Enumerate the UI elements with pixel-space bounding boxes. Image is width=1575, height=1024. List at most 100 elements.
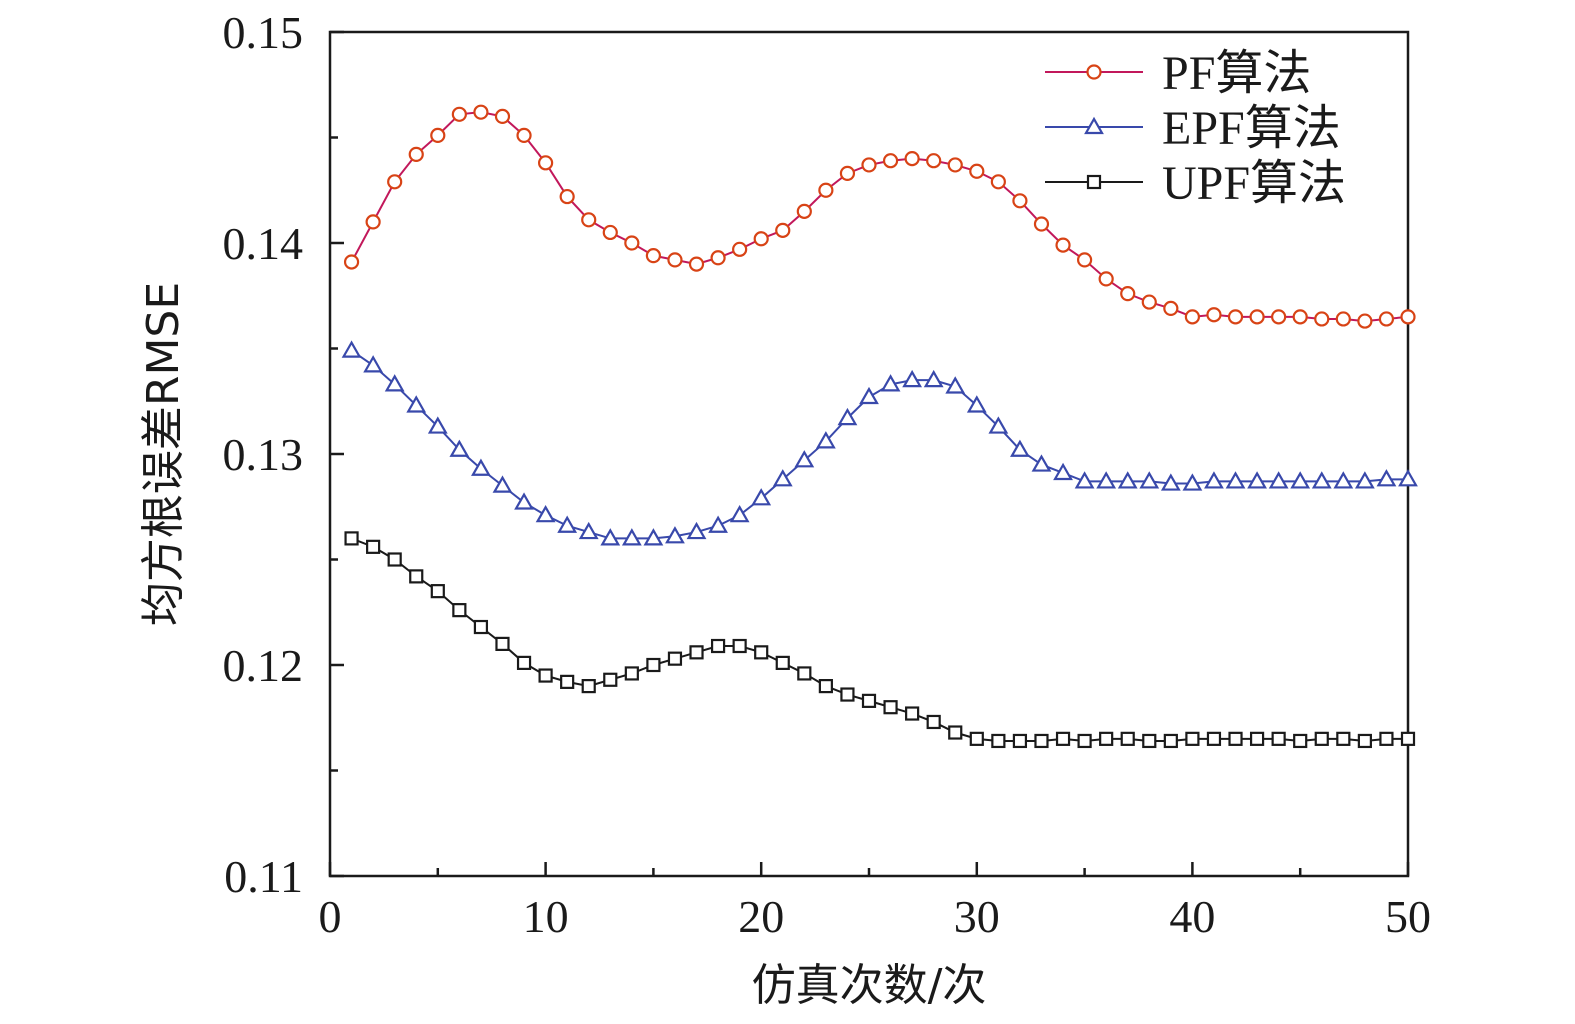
y-tick-label: 0.15 (223, 7, 304, 58)
data-point-circle (365, 214, 381, 230)
data-point-triangle (600, 528, 621, 546)
data-point-square (710, 638, 726, 654)
data-point-square (818, 678, 833, 694)
data-point-square (1271, 731, 1286, 746)
data-point-circle (796, 203, 812, 219)
data-point-triangle (751, 488, 772, 506)
data-point-circle (1335, 311, 1351, 327)
data-point-square (1249, 731, 1265, 746)
data-point-triangle (535, 504, 556, 523)
data-point-square (366, 539, 381, 554)
data-point-square (387, 552, 402, 567)
data-point-square (840, 687, 855, 702)
series-triangle (341, 340, 1418, 546)
data-point-square (430, 584, 445, 599)
series-line-triangle (350, 349, 1408, 540)
data-point-circle (1271, 309, 1287, 325)
data-point-square (1142, 733, 1157, 749)
data-point-circle (1163, 300, 1179, 317)
data-point-triangle (1247, 471, 1267, 489)
data-point-triangle (1290, 471, 1311, 489)
data-point-circle (1120, 286, 1136, 302)
data-point-triangle (1117, 471, 1138, 489)
data-point-circle (818, 182, 834, 198)
data-point-circle (516, 127, 532, 143)
data-point-square (948, 725, 963, 740)
data-point-circle (1141, 294, 1157, 310)
series-layer (341, 104, 1418, 749)
data-point-triangle (1139, 471, 1160, 489)
data-point-square (344, 531, 359, 546)
x-tick-label: 0 (319, 891, 342, 942)
data-point-square (1228, 731, 1243, 746)
data-point-triangle (966, 395, 987, 413)
data-point-triangle (363, 355, 384, 373)
data-point-triangle (427, 416, 448, 434)
data-point-triangle (514, 492, 534, 510)
legend-label: PF算法 (1162, 47, 1311, 100)
data-point-triangle (643, 528, 664, 546)
data-point-circle (537, 155, 554, 171)
y-tick-label: 0.12 (223, 640, 304, 691)
data-point-square (797, 666, 812, 681)
data-point-circle (624, 235, 640, 251)
data-point-square (1293, 733, 1308, 749)
data-point-circle (1292, 309, 1308, 325)
data-point-circle (494, 108, 511, 125)
y-axis-title: 均方根误差RMSE (138, 282, 189, 626)
data-point-triangle (557, 515, 578, 533)
data-point-square (646, 657, 661, 673)
y-tick-label: 0.11 (224, 851, 303, 902)
data-point-triangle (708, 515, 728, 533)
data-point-square (689, 645, 704, 660)
data-point-triangle (880, 374, 901, 392)
x-tick-label: 20 (738, 891, 784, 942)
data-point-triangle (1031, 454, 1052, 472)
data-point-square (1077, 733, 1092, 749)
y-tick-label: 0.13 (223, 429, 304, 480)
data-point-circle (904, 151, 920, 167)
data-point-triangle (492, 475, 513, 493)
data-point-square (969, 731, 984, 746)
data-point-square (1099, 731, 1114, 746)
legend-marker-triangle (1084, 116, 1104, 135)
data-point-triangle (449, 439, 470, 457)
data-point-circle (645, 248, 662, 264)
data-point-triangle (471, 458, 491, 476)
data-point-circle (1076, 252, 1093, 268)
data-point-triangle (1225, 471, 1246, 489)
x-axis-title: 仿真次数/次 (752, 960, 987, 1011)
data-point-circle (430, 127, 446, 143)
data-point-triangle (1333, 471, 1354, 489)
data-point-square (538, 668, 553, 683)
data-point-circle (1012, 193, 1028, 209)
x-tick-label: 10 (523, 891, 569, 942)
data-point-square (1357, 733, 1372, 749)
data-point-circle (1249, 309, 1265, 325)
data-point-square (452, 603, 467, 618)
data-point-triangle (1311, 471, 1332, 489)
data-point-triangle (406, 395, 427, 413)
data-point-circle (1184, 309, 1201, 325)
data-point-circle (1227, 309, 1244, 325)
legend-marker-circle (1086, 64, 1102, 80)
series-circle (343, 104, 1416, 329)
data-point-square (1185, 731, 1200, 746)
data-point-triangle (859, 386, 879, 405)
data-point-circle (882, 153, 899, 169)
data-point-triangle (1160, 473, 1181, 491)
data-point-square (495, 636, 510, 652)
data-point-triangle (1010, 439, 1030, 457)
data-point-triangle (1182, 473, 1203, 491)
data-point-square (624, 666, 639, 681)
data-point-triangle (945, 376, 966, 394)
data-point-square (1336, 731, 1351, 746)
x-tick-label: 30 (954, 891, 1000, 942)
data-point-square (1379, 731, 1394, 746)
data-point-square (516, 655, 532, 670)
data-point-square (1120, 731, 1135, 746)
y-axis: 0.11 0.12 0.13 0.14 0.15 (223, 7, 344, 902)
data-point-circle (1098, 271, 1114, 287)
data-point-square (560, 674, 575, 689)
